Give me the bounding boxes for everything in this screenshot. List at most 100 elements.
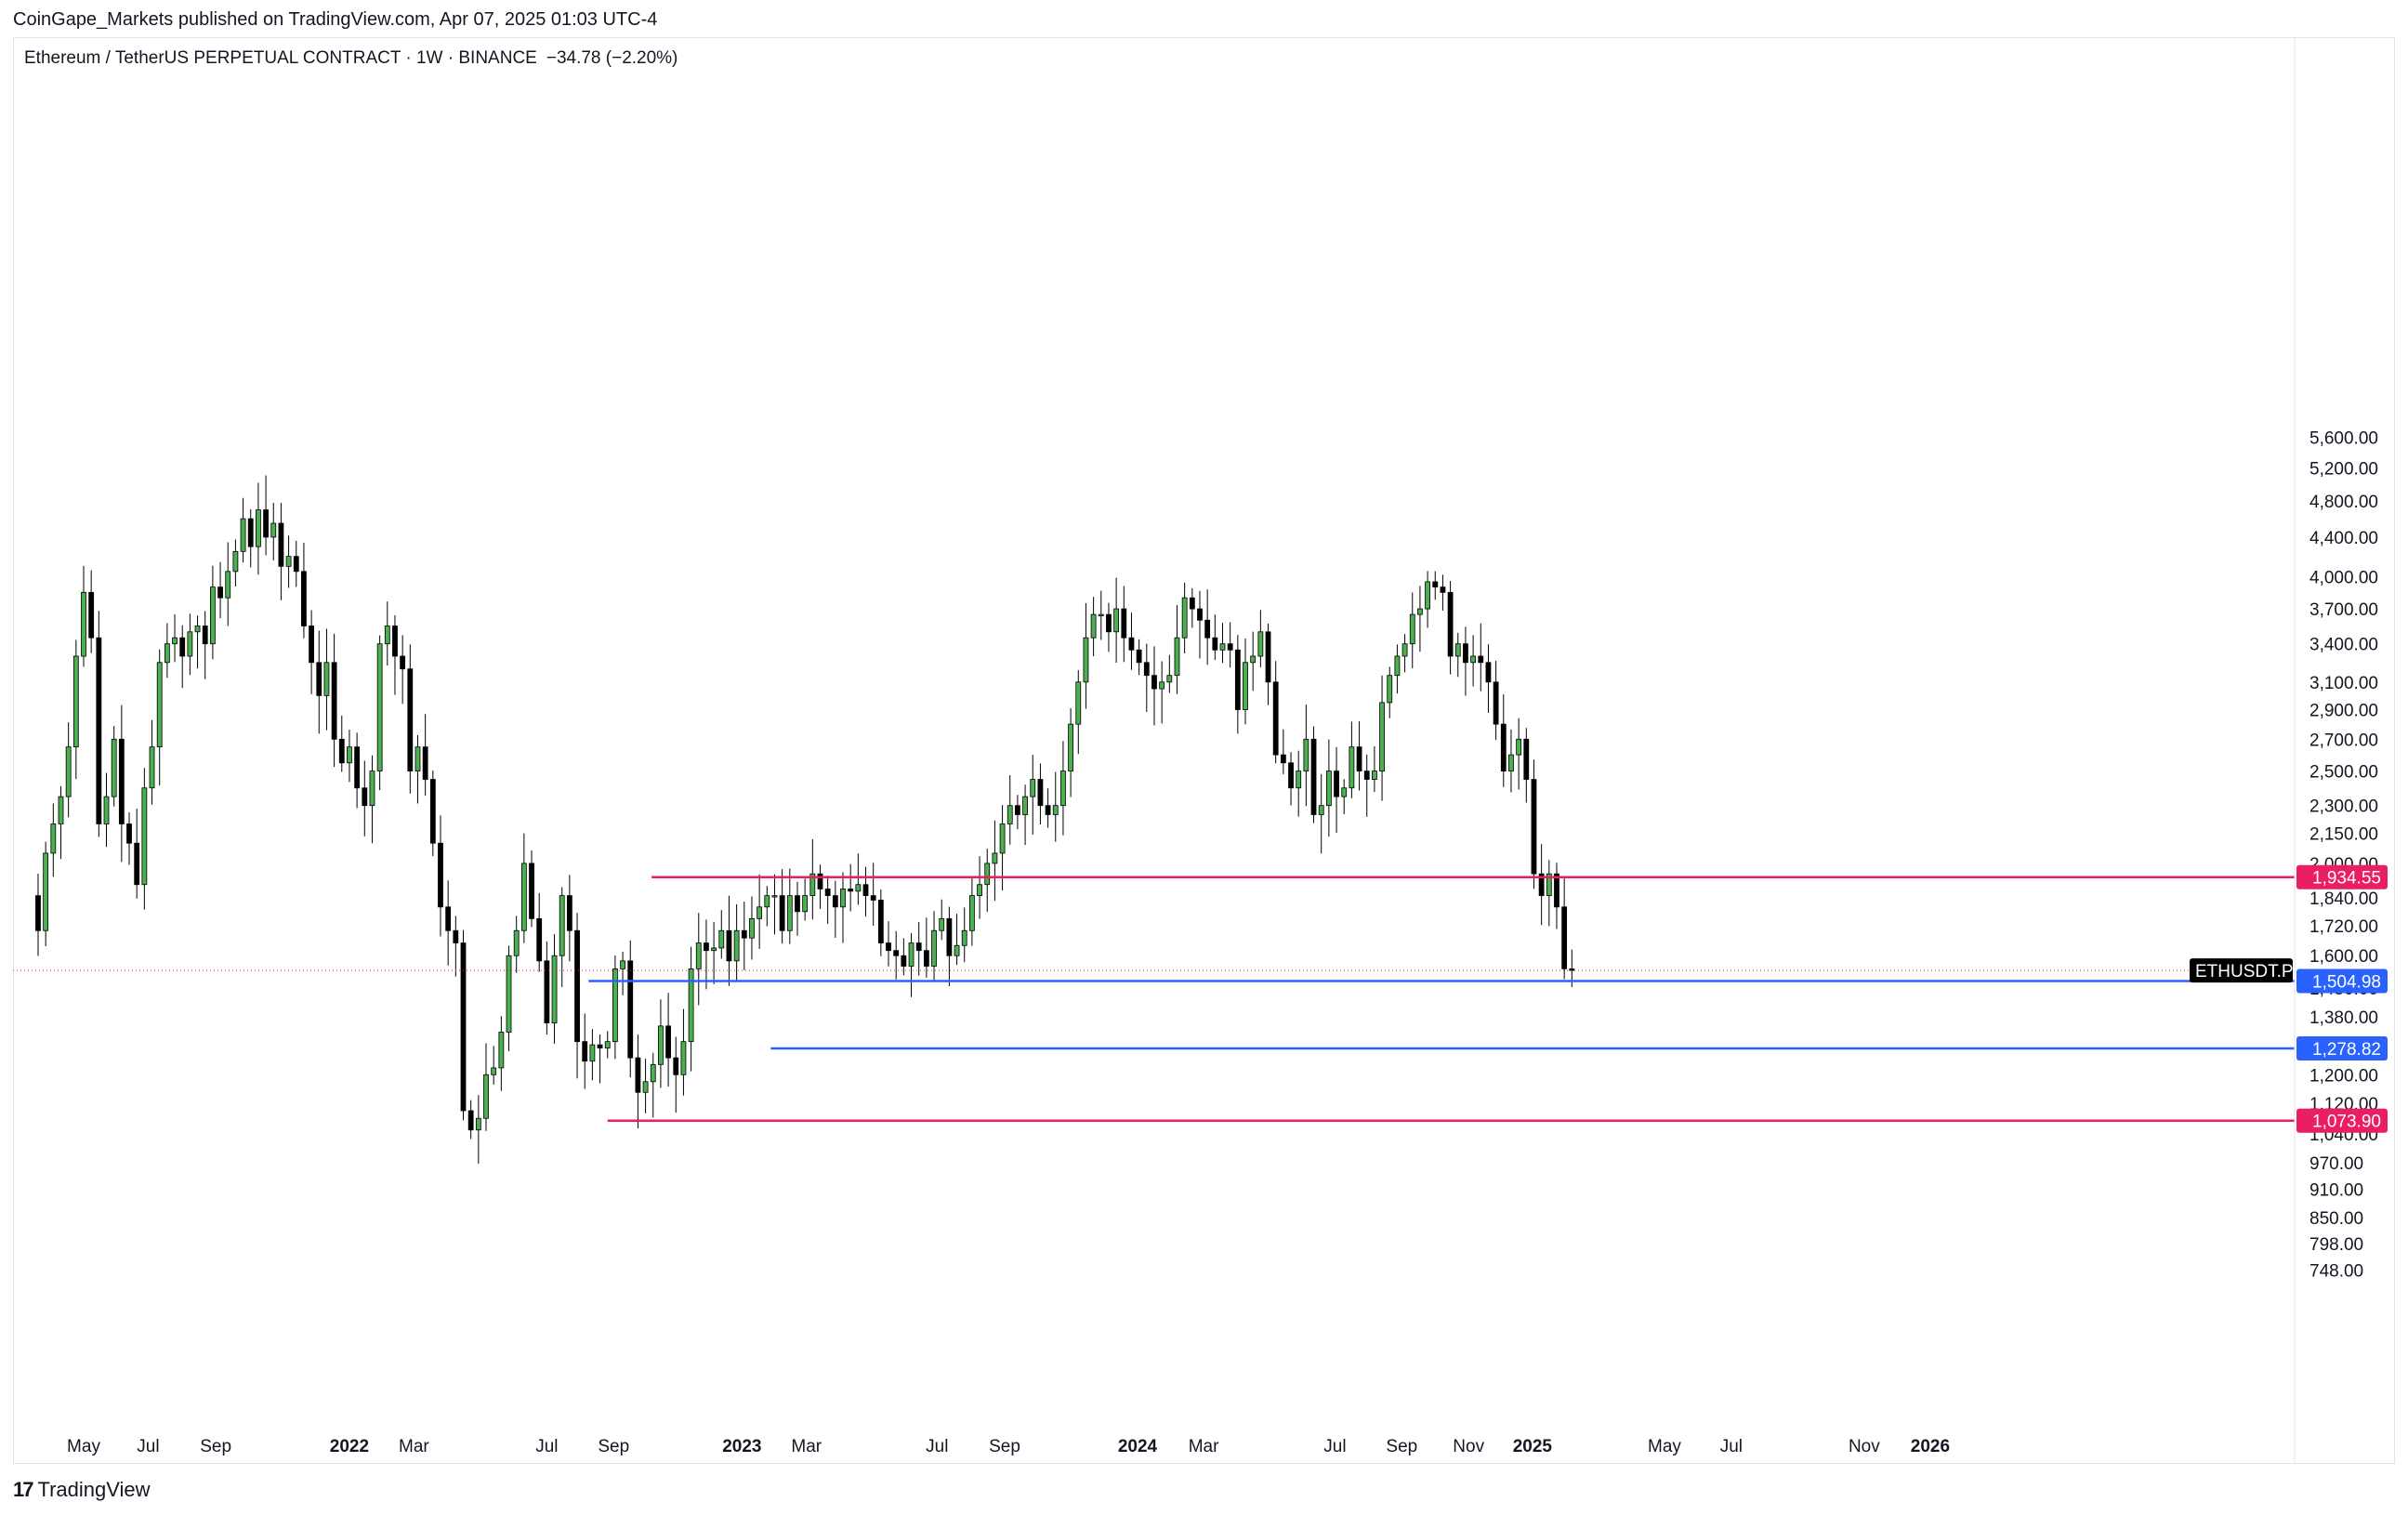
candle bbox=[369, 755, 375, 844]
candle bbox=[1531, 759, 1537, 889]
candle bbox=[384, 601, 390, 665]
candle bbox=[72, 639, 79, 780]
candle bbox=[1257, 610, 1264, 667]
candle bbox=[1516, 718, 1522, 790]
candle bbox=[1136, 639, 1142, 676]
candle bbox=[225, 542, 231, 626]
candle bbox=[187, 613, 193, 676]
candle bbox=[1234, 635, 1241, 734]
candle bbox=[704, 919, 709, 990]
candle bbox=[536, 892, 543, 972]
candle bbox=[1470, 635, 1477, 687]
candle bbox=[414, 735, 421, 804]
candle bbox=[893, 930, 900, 980]
candle bbox=[551, 934, 558, 1044]
symbol-title: Ethereum / TetherUS PERPETUAL CONTRACT ·… bbox=[24, 48, 537, 68]
candle bbox=[1128, 613, 1135, 670]
y-tick-label: 850.00 bbox=[2309, 1209, 2363, 1229]
candle bbox=[1372, 745, 1377, 793]
candle bbox=[1151, 646, 1157, 726]
candle bbox=[1159, 661, 1165, 724]
candle bbox=[407, 644, 414, 794]
candle bbox=[1561, 877, 1568, 980]
candle bbox=[923, 917, 929, 978]
y-tick-label: 5,200.00 bbox=[2309, 460, 2378, 480]
candle bbox=[946, 906, 953, 987]
candle bbox=[832, 880, 838, 938]
candle bbox=[733, 903, 740, 981]
candle bbox=[520, 833, 527, 943]
candle bbox=[840, 872, 846, 943]
candle bbox=[1143, 643, 1150, 713]
candle bbox=[566, 875, 572, 962]
candle bbox=[513, 916, 520, 973]
candle bbox=[111, 726, 117, 807]
candle bbox=[217, 561, 223, 619]
candle bbox=[445, 880, 452, 966]
candle bbox=[1363, 754, 1370, 817]
x-tick-label: 2025 bbox=[1513, 1437, 1553, 1456]
candle bbox=[1166, 654, 1173, 693]
candle bbox=[1052, 771, 1059, 842]
candle bbox=[323, 628, 330, 731]
candle bbox=[802, 878, 809, 921]
candle bbox=[50, 803, 57, 877]
candle bbox=[1181, 582, 1188, 654]
candle bbox=[1318, 773, 1324, 854]
candle bbox=[870, 863, 876, 926]
candle bbox=[1546, 860, 1552, 927]
candle bbox=[202, 611, 208, 679]
candle bbox=[483, 1043, 489, 1131]
candle bbox=[665, 993, 671, 1087]
candle bbox=[1493, 661, 1499, 741]
candle bbox=[977, 856, 982, 919]
svg-text:1,073.90: 1,073.90 bbox=[2312, 1113, 2381, 1132]
candle bbox=[582, 1013, 588, 1089]
candle bbox=[1083, 602, 1089, 709]
plot-area[interactable] bbox=[13, 475, 2295, 1164]
x-tick-label: Sep bbox=[200, 1437, 231, 1456]
candle bbox=[179, 625, 186, 689]
x-tick-label: Jul bbox=[1323, 1437, 1346, 1456]
x-tick-label: Sep bbox=[598, 1437, 629, 1456]
candle bbox=[1022, 784, 1028, 846]
candle bbox=[544, 941, 550, 1035]
candle bbox=[35, 874, 41, 956]
candle bbox=[597, 1034, 603, 1084]
candle bbox=[635, 1034, 641, 1129]
candle bbox=[612, 955, 618, 1060]
candle bbox=[1243, 638, 1248, 725]
candle bbox=[1303, 705, 1309, 807]
tradingview-logo: 17 TradingView bbox=[13, 1478, 151, 1502]
candle bbox=[247, 508, 254, 568]
candle bbox=[498, 1016, 505, 1091]
y-tick-label: 2,900.00 bbox=[2309, 702, 2378, 721]
candle bbox=[961, 907, 967, 963]
candle bbox=[1554, 863, 1559, 929]
y-tick-label: 2,700.00 bbox=[2309, 731, 2378, 750]
x-tick-label: Jul bbox=[137, 1437, 159, 1456]
candle bbox=[673, 1036, 679, 1113]
candle bbox=[263, 475, 269, 556]
candle bbox=[1090, 597, 1097, 656]
y-tick-label: 1,200.00 bbox=[2309, 1066, 2378, 1086]
y-tick-label: 2,500.00 bbox=[2309, 763, 2378, 783]
candle bbox=[658, 999, 664, 1088]
candle bbox=[1401, 634, 1408, 673]
candle bbox=[1463, 626, 1468, 696]
candle bbox=[506, 945, 512, 1051]
x-tick-label: Nov bbox=[1453, 1437, 1484, 1456]
candle bbox=[240, 497, 246, 563]
tradingview-mark-icon: 17 bbox=[13, 1478, 34, 1501]
candle bbox=[331, 633, 337, 768]
candle bbox=[771, 874, 778, 935]
svg-text:1,278.82: 1,278.82 bbox=[2312, 1040, 2381, 1060]
candle bbox=[1280, 729, 1286, 774]
candle bbox=[764, 886, 770, 927]
candle bbox=[1219, 622, 1226, 664]
candle bbox=[680, 1008, 687, 1096]
candle bbox=[1523, 728, 1530, 803]
candle bbox=[1296, 750, 1302, 817]
y-tick-label: 798.00 bbox=[2309, 1235, 2363, 1255]
